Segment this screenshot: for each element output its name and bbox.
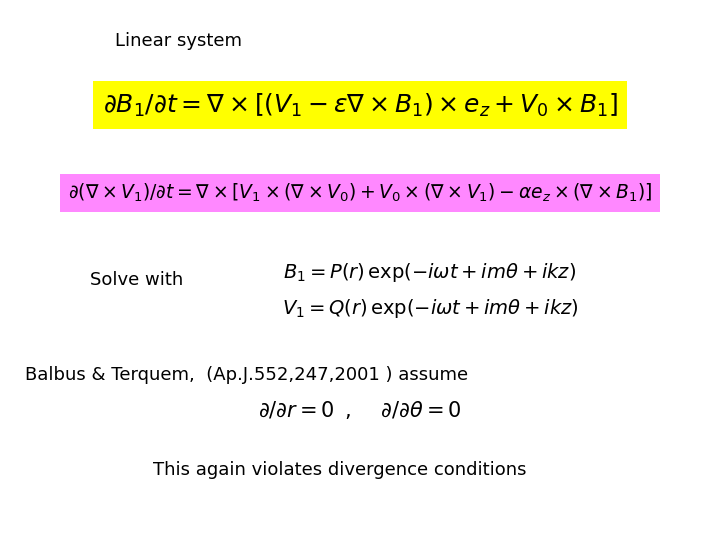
Text: This again violates divergence conditions: This again violates divergence condition…: [153, 461, 527, 479]
Text: Solve with: Solve with: [90, 271, 184, 289]
Text: Linear system: Linear system: [115, 32, 242, 50]
Text: $V_1 = Q(r)\,\mathrm{exp}(-i\omega t + im\theta + ikz)$: $V_1 = Q(r)\,\mathrm{exp}(-i\omega t + i…: [282, 296, 578, 320]
Text: $\partial B_1 / \partial t = \nabla \times [(V_1 - \varepsilon\nabla \times B_1): $\partial B_1 / \partial t = \nabla \tim…: [102, 91, 618, 119]
Text: Balbus & Terquem,  (Ap.J.552,247,2001 ) assume: Balbus & Terquem, (Ap.J.552,247,2001 ) a…: [25, 366, 468, 384]
Text: $\partial / \partial r = 0\,$ ,    $\,\partial / \partial\theta = 0$: $\partial / \partial r = 0\,$ , $\,\part…: [258, 399, 462, 421]
Text: $B_1 = P(r)\,\mathrm{exp}(-i\omega t + im\theta + ikz)$: $B_1 = P(r)\,\mathrm{exp}(-i\omega t + i…: [284, 260, 577, 284]
Text: $\partial(\nabla \times V_1)/\partial t = \nabla \times [V_1 \times (\nabla \tim: $\partial(\nabla \times V_1)/\partial t …: [68, 182, 652, 204]
